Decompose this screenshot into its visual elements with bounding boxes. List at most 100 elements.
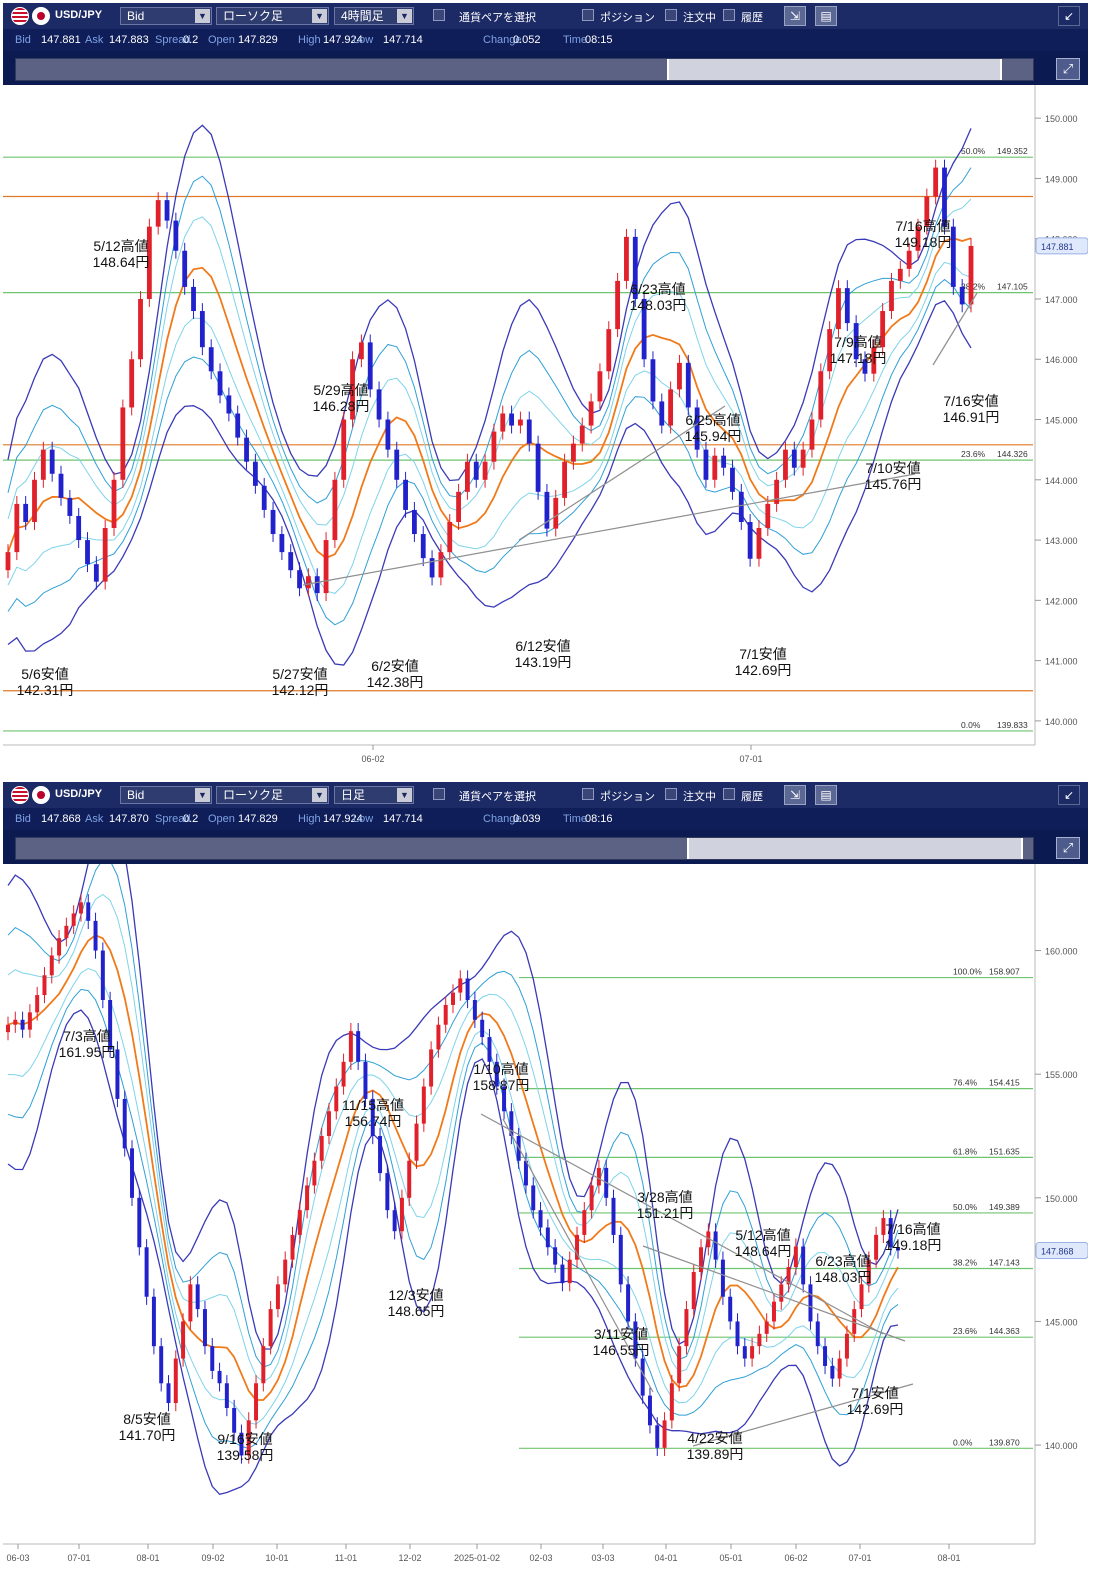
chart-type-select[interactable]: ローソク足 ▼ (216, 786, 329, 804)
chart-tool-button[interactable]: ⇲ (784, 6, 806, 26)
annotation-label: 4/22安値 (687, 1430, 742, 1446)
annotation-date: 7/3 (63, 1028, 83, 1044)
navigator-track[interactable] (15, 58, 1034, 81)
candle-body (793, 1246, 798, 1268)
navigator-selection[interactable] (687, 838, 1023, 859)
candle-body (526, 419, 532, 444)
position-checkbox[interactable] (582, 9, 594, 21)
quote-value: 0.2 (183, 813, 199, 825)
candle-body (129, 359, 135, 408)
chart-type-select[interactable]: ローソク足 ▼ (216, 7, 329, 25)
candle-body (146, 226, 152, 299)
quote-key: Ask (85, 813, 104, 825)
collapse-button[interactable]: ↙ (1058, 785, 1080, 805)
chart-area[interactable]: 150.000149.000148.000147.000146.000145.0… (3, 85, 1088, 773)
toolbar: USD/JPY Bid ▼ ローソク足 ▼ 4時間足 ▼ 通貨ペアを選択 ポジション … (3, 3, 1088, 29)
candle-body (538, 1210, 543, 1228)
symbol-label[interactable]: USD/JPY (55, 9, 103, 21)
candle-body (138, 298, 143, 360)
annotation-price: 142.12円 (272, 682, 329, 698)
candle-body (155, 200, 161, 227)
chevron-down-icon: ▼ (397, 9, 412, 23)
y-tick-label: 145.000 (1045, 416, 1078, 426)
chevron-down-icon: ▼ (312, 788, 327, 802)
layout-button[interactable]: ▤ (815, 785, 837, 805)
layout-button[interactable]: ▤ (815, 6, 837, 26)
price-type-select[interactable]: Bid ▼ (120, 7, 212, 25)
quote-value: 08:15 (585, 34, 613, 46)
annotation-kind: 高値 (376, 1097, 404, 1113)
annotation-label: 5/12高値 (735, 1227, 790, 1243)
quote-key: Spread (155, 813, 191, 825)
candle-body (85, 540, 90, 565)
annotation-kind: 高値 (763, 1227, 791, 1243)
annotation-date: 6/2 (371, 658, 391, 674)
candle-body (13, 1019, 18, 1025)
history-checkbox[interactable] (723, 788, 735, 800)
resize-icon[interactable]: ⤢ (1056, 58, 1080, 80)
candle-body (224, 1383, 229, 1408)
candle-body (199, 311, 205, 348)
candle-body (906, 250, 912, 269)
candle-body (606, 329, 612, 372)
candle-body (881, 1218, 886, 1235)
fibonacci-price-label: 149.389 (989, 1202, 1020, 1212)
candle-body (173, 1358, 178, 1404)
position-checkbox[interactable] (582, 788, 594, 800)
resize-icon[interactable]: ⤢ (1056, 837, 1080, 859)
chart-tool-button[interactable]: ⇲ (784, 785, 806, 805)
candle-body (764, 1321, 769, 1334)
candle-body (647, 1395, 652, 1426)
chart-area[interactable]: 160.000 155.000 150.000 145.000 140.000 06-03… (3, 864, 1088, 1572)
candle-body (385, 1173, 390, 1211)
y-tick-label: 144.000 (1045, 476, 1078, 486)
navigator-track[interactable] (15, 837, 1034, 860)
candle-body (713, 1231, 718, 1260)
candle-body (447, 521, 453, 553)
annotation-kind: 安値 (41, 666, 69, 682)
annotation-date: 5/29 (313, 382, 340, 398)
candle-body (182, 250, 188, 287)
trend-line (302, 473, 916, 586)
x-tick-label: 02-03 (529, 1553, 552, 1563)
symbol-label[interactable]: USD/JPY (55, 788, 103, 800)
pair-select-checkbox[interactable] (433, 9, 445, 21)
chart-panel-daily: USD/JPY Bid ▼ ローソク足 ▼ 日足 ▼ 通貨ペアを選択 ポジション 注文… (3, 782, 1088, 1572)
candle-body (662, 1420, 667, 1448)
quote-key: Time (563, 813, 588, 825)
price-type-select[interactable]: Bid ▼ (120, 786, 212, 804)
candle-body (968, 245, 974, 305)
orders-checkbox[interactable] (665, 9, 677, 21)
timeframe-select[interactable]: 4時間足 ▼ (334, 7, 414, 25)
fibonacci-price-label: 158.907 (989, 967, 1020, 977)
annotation-kind: 高値 (713, 412, 741, 428)
annotation-kind: 高値 (913, 1221, 941, 1237)
candle-body (611, 1197, 616, 1235)
current-price-marker (1035, 237, 1088, 255)
trend-line (502, 1118, 654, 1393)
quote-key: Ask (85, 34, 104, 46)
candle-body (896, 1247, 900, 1251)
quote-key: Open (208, 34, 235, 46)
jp-flag-icon (32, 786, 50, 804)
quote-value: 147.714 (383, 813, 423, 825)
candle-body (57, 938, 62, 956)
annotation-date: 4/22 (687, 1430, 714, 1446)
candle-body (859, 1284, 864, 1310)
collapse-button[interactable]: ↙ (1058, 6, 1080, 26)
candle-body (706, 1231, 711, 1248)
y-tick-label: 147.000 (1045, 295, 1078, 305)
annotation-kind: 安値 (871, 1385, 899, 1401)
fibonacci-price-label: 147.143 (989, 1257, 1020, 1267)
candle-body (108, 1000, 113, 1050)
orders-checkbox[interactable] (665, 788, 677, 800)
candle-body (482, 461, 488, 480)
pair-select-checkbox[interactable] (433, 788, 445, 800)
navigator-selection[interactable] (666, 59, 1003, 80)
annotation-date: 3/28 (637, 1189, 664, 1205)
candle-body (735, 1321, 740, 1347)
annotation-kind: 安値 (245, 1431, 273, 1447)
history-checkbox[interactable] (723, 9, 735, 21)
candle-body (560, 1264, 565, 1284)
timeframe-select[interactable]: 日足 ▼ (334, 786, 414, 804)
